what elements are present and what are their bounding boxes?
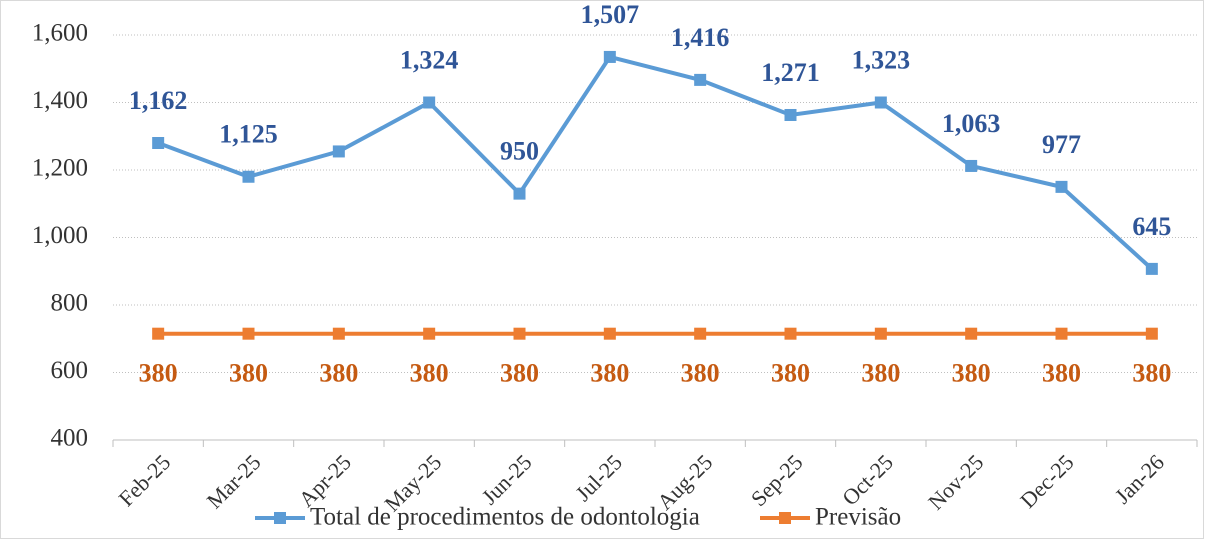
data-label: 1,063: [942, 109, 1001, 138]
data-label: 380: [1132, 359, 1171, 388]
data-label: 1,162: [129, 86, 188, 115]
marker: [513, 187, 526, 200]
marker: [242, 327, 255, 340]
data-label: 380: [410, 359, 449, 388]
data-label: 977: [1042, 130, 1081, 159]
marker: [513, 327, 526, 340]
data-label: 380: [952, 359, 991, 388]
data-label: 380: [500, 359, 539, 388]
marker: [152, 327, 165, 340]
marker: [603, 50, 616, 63]
data-label: 380: [861, 359, 900, 388]
y-tick-label: 600: [51, 357, 89, 384]
y-tick-label: 800: [51, 290, 89, 317]
data-label: 380: [681, 359, 720, 388]
marker: [242, 170, 255, 183]
data-label: 380: [1042, 359, 1081, 388]
marker: [874, 327, 887, 340]
marker: [1055, 327, 1068, 340]
data-label: 1,125: [219, 120, 278, 149]
data-label: 950: [500, 137, 539, 166]
y-tick-label: 1,400: [32, 87, 88, 114]
marker: [965, 327, 978, 340]
data-label: 380: [319, 359, 358, 388]
legend-marker: [274, 512, 286, 524]
data-label: 1,323: [852, 45, 911, 74]
data-label: 1,416: [671, 23, 730, 52]
marker: [694, 327, 707, 340]
legend-label: Total de procedimentos de odontologia: [310, 504, 700, 531]
data-label: 380: [139, 359, 178, 388]
y-tick-label: 400: [51, 425, 89, 452]
y-tick-label: 1,200: [32, 155, 88, 182]
series-line: [157, 54, 1154, 271]
marker: [784, 108, 797, 121]
data-label: 645: [1132, 212, 1171, 241]
marker: [784, 327, 797, 340]
data-label: 1,324: [400, 45, 459, 74]
data-label: 380: [771, 359, 810, 388]
marker: [332, 327, 345, 340]
y-tick-label: 1,000: [32, 222, 88, 249]
marker: [1145, 262, 1158, 275]
marker: [152, 137, 165, 149]
marker: [965, 159, 978, 172]
marker: [423, 327, 436, 340]
legend-label: Previsão: [815, 504, 901, 531]
data-label: 380: [229, 359, 268, 388]
data-label: 1,271: [761, 58, 820, 87]
marker: [874, 96, 887, 109]
marker: [332, 145, 345, 158]
marker: [603, 327, 616, 340]
data-label: 1,507: [581, 0, 640, 29]
marker: [1145, 327, 1158, 340]
data-label: 380: [590, 359, 629, 388]
marker: [423, 96, 436, 109]
marker: [1055, 180, 1068, 193]
marker: [694, 73, 707, 86]
y-tick-label: 1,600: [32, 20, 88, 47]
legend-marker: [779, 512, 791, 524]
